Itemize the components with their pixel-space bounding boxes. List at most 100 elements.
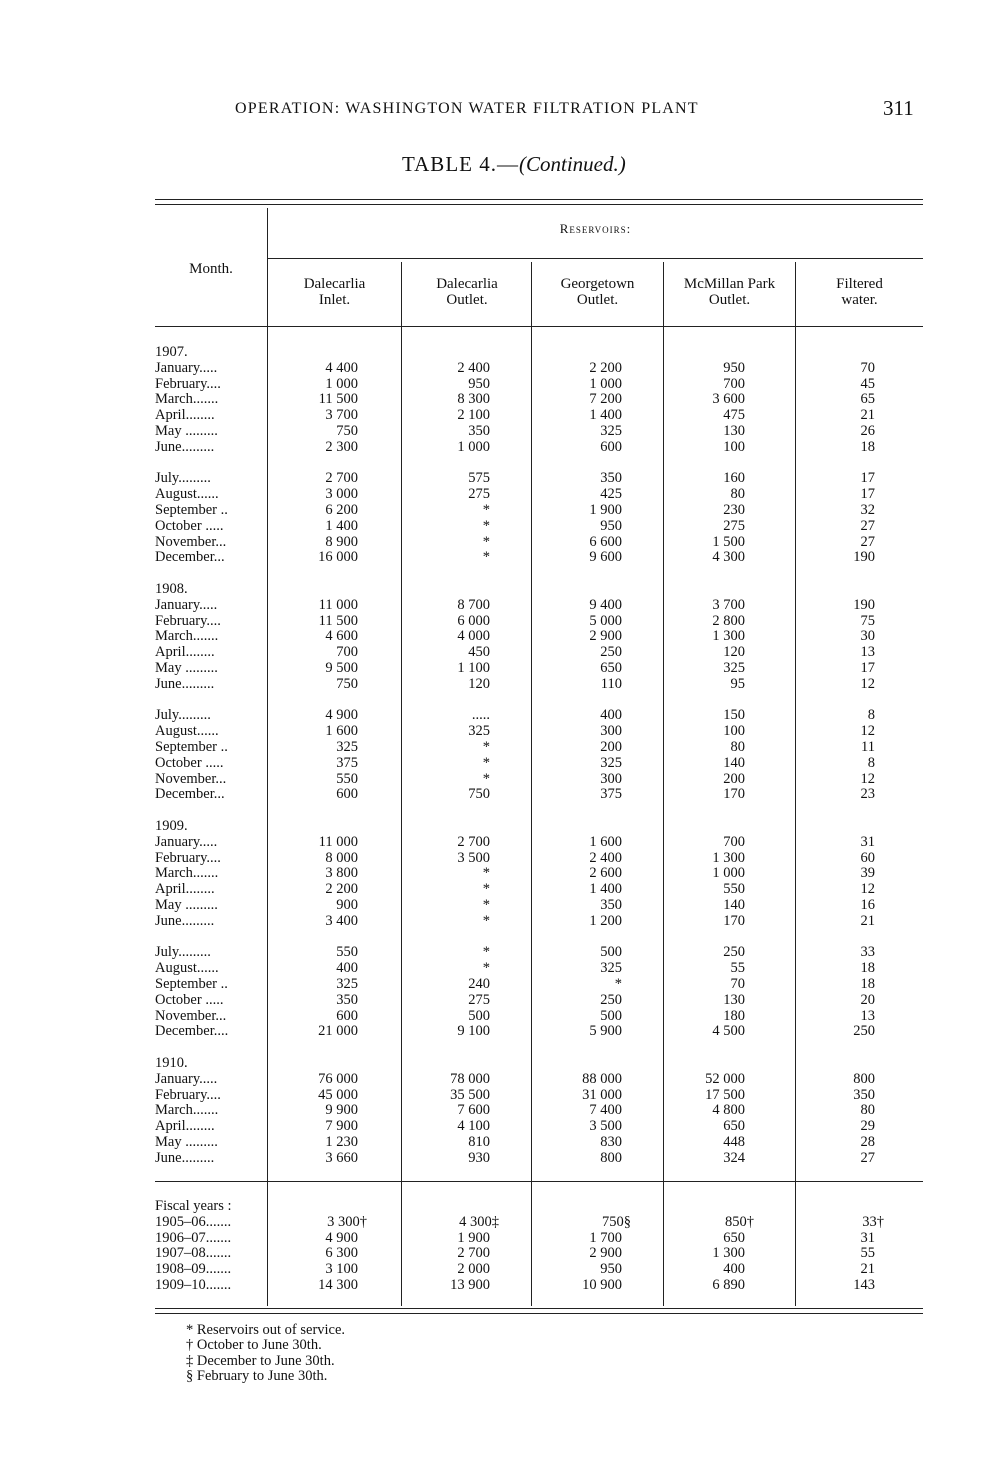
- table-cell: 3 300†: [327, 1213, 367, 1230]
- month-label: January.....: [155, 1071, 218, 1087]
- table-cell: 1 300: [712, 849, 745, 866]
- table-cell: 190: [853, 596, 875, 613]
- table-cell: 12: [860, 770, 876, 787]
- table-cell: 1 900: [589, 502, 622, 518]
- table-cell: 750§: [602, 1213, 631, 1230]
- table-cell: 27: [860, 1149, 876, 1166]
- table-cell: 11 000: [318, 596, 358, 613]
- table-cell: 21: [860, 1261, 876, 1278]
- month-label: October .....: [155, 518, 224, 534]
- table-cell: 250: [600, 991, 622, 1008]
- table-cell: *: [482, 944, 490, 961]
- table-cell: 500: [600, 944, 622, 961]
- table-cell: *: [482, 897, 490, 913]
- table-cell: 250: [853, 1023, 875, 1040]
- month-label: 1909–10.......: [155, 1278, 232, 1293]
- table-cell: 810: [468, 1134, 490, 1150]
- table-cell: 3 800: [325, 865, 358, 882]
- table-cell: 12: [860, 675, 876, 692]
- table-cell: 500: [468, 1007, 490, 1024]
- year-label: 1910.: [155, 1056, 188, 1071]
- table-cell: 275: [468, 991, 490, 1008]
- table-cell: 350: [336, 991, 358, 1008]
- table-cell: 18: [860, 960, 876, 977]
- month-label: May .........: [155, 1135, 218, 1150]
- table-cell: 550: [336, 770, 358, 787]
- month-label: September ..: [155, 977, 228, 992]
- column-header-line: Outlet.: [446, 292, 488, 308]
- month-label: July.........: [155, 471, 211, 487]
- table-cell: 80: [860, 1102, 876, 1119]
- table-cell: 550: [336, 944, 358, 961]
- month-label: November...: [155, 534, 227, 550]
- table-cell: 900: [336, 897, 358, 913]
- column-header: Filtered water.: [796, 276, 923, 308]
- table-cell: 45: [860, 375, 876, 392]
- page-number: 311: [883, 96, 914, 120]
- table-top-rule-2: [155, 204, 923, 205]
- table-cell: 1 300: [712, 628, 745, 645]
- table-title-continued: (Continued.): [518, 152, 626, 176]
- month-label: November...: [155, 1008, 227, 1024]
- column-header-line: Dalecarlia: [436, 276, 498, 292]
- table-cell: 6 200: [325, 502, 358, 518]
- table-cell: 28: [860, 1134, 876, 1150]
- table-cell: 4 300‡: [459, 1213, 499, 1230]
- month-label: March.......: [155, 866, 219, 882]
- month-label: May .........: [155, 898, 218, 913]
- table-cell: 3 700: [325, 407, 358, 424]
- table-cell: 930: [468, 1149, 490, 1166]
- month-label: May .........: [155, 661, 218, 676]
- table-cell: 16 000: [318, 549, 358, 566]
- table-cell: 8: [867, 707, 875, 724]
- table-cell: 9 500: [325, 660, 358, 676]
- column-header-line: Inlet.: [318, 292, 351, 308]
- table-cell: *: [482, 754, 490, 771]
- table-cell: 8 700: [457, 596, 490, 613]
- month-label: February....: [155, 850, 221, 866]
- table-cell: 13 900: [450, 1277, 490, 1293]
- table-cell: 400: [336, 960, 358, 977]
- table-cell: 143: [853, 1277, 875, 1293]
- table-cell: 5 900: [589, 1023, 622, 1040]
- table-cell: 11: [861, 739, 875, 755]
- table-cell: 750: [468, 786, 490, 803]
- table-cell: 350: [600, 897, 622, 913]
- year-label: 1907.: [155, 345, 188, 360]
- table-cell: 70: [860, 359, 876, 376]
- table-cell: 240: [468, 976, 490, 992]
- month-label: April........: [155, 645, 215, 661]
- table-cell: 475: [723, 407, 745, 424]
- table-cell: 3 660: [325, 1149, 358, 1166]
- table-cell: 3 500: [589, 1118, 622, 1135]
- table-cell: 1 100: [457, 660, 490, 676]
- column-rule: [663, 262, 664, 1306]
- table-cell: 27: [860, 533, 876, 550]
- group-header-rule: [268, 258, 923, 259]
- column-header-line: Outlet.: [576, 292, 619, 308]
- table-cell: 2 700: [457, 1245, 490, 1262]
- column-header: Dalecarlia Outlet.: [402, 276, 532, 308]
- table-cell: 4 600: [325, 628, 358, 645]
- table-cell: 11 500: [318, 612, 358, 629]
- table-cell: 275: [468, 486, 490, 503]
- table-cell: 600: [600, 438, 622, 455]
- column-header-line: Outlet.: [708, 292, 751, 308]
- table-cell: *: [482, 960, 490, 977]
- month-label: January.....: [155, 597, 218, 613]
- table-cell: 2 900: [589, 1245, 622, 1262]
- table-cell: 1 230: [325, 1134, 358, 1150]
- column-rule: [795, 262, 796, 1306]
- table-cell: 700: [723, 375, 745, 392]
- month-label: June.........: [155, 1150, 215, 1166]
- table-cell: 350: [600, 470, 622, 487]
- table-cell: 88 000: [582, 1070, 622, 1087]
- column-rule: [401, 262, 402, 1306]
- table-cell: 55: [730, 960, 746, 977]
- table-cell: 120: [723, 644, 745, 661]
- table-cell: 3 700: [712, 596, 745, 613]
- table-cell: 950: [723, 359, 745, 376]
- month-label: 1908–09.......: [155, 1262, 232, 1278]
- table-cell: 6 600: [589, 533, 622, 550]
- table-cell: 950: [600, 1261, 622, 1278]
